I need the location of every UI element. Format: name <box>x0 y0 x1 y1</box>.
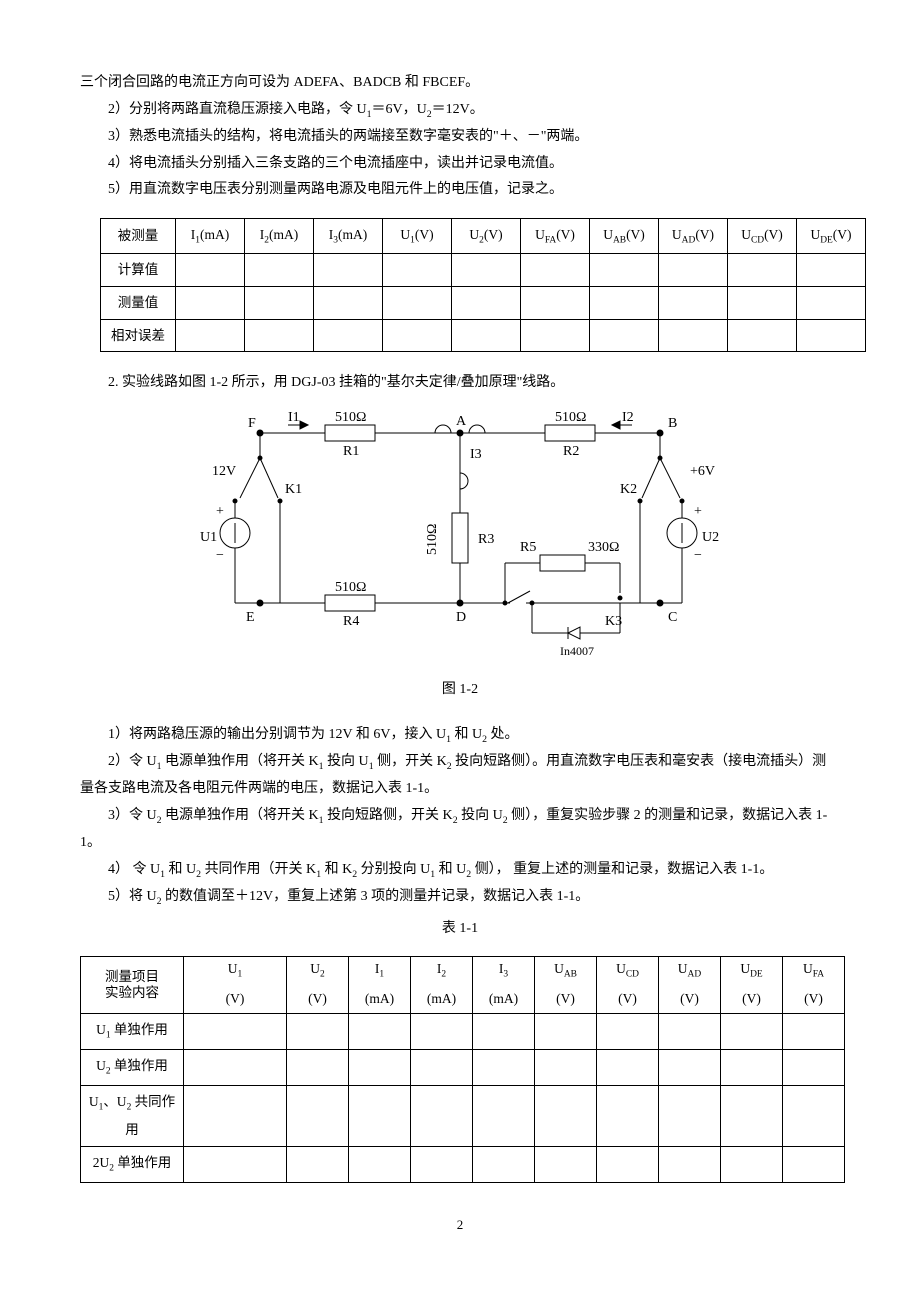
step-a5: 5）用直流数字电压表分别测量两路电源及电阻元件上的电压值，记录之。 <box>80 177 840 204</box>
table-row: (V) (V) (mA) (mA) (mA) (V) (V) (V) (V) (… <box>81 985 845 1014</box>
table-row: 被测量 I1(mA) I2(mA) I3(mA) U1(V) U2(V) UFA… <box>101 218 866 254</box>
col-unit: (V) <box>535 985 597 1014</box>
svg-text:R5: R5 <box>520 540 536 555</box>
circuit-figure: I3 <box>80 403 840 704</box>
svg-text:B: B <box>668 416 677 431</box>
svg-text:510Ω: 510Ω <box>555 410 586 425</box>
col-header: 被测量 <box>101 218 176 254</box>
table-row: 2U2 单独作用 <box>81 1146 845 1182</box>
row-label: U1、U2 共同作用 <box>81 1085 184 1146</box>
svg-text:510Ω: 510Ω <box>335 580 366 595</box>
measurement-table-1: 被测量 I1(mA) I2(mA) I3(mA) U1(V) U2(V) UFA… <box>100 218 866 353</box>
svg-text:R2: R2 <box>563 444 579 459</box>
svg-text:A: A <box>456 414 467 429</box>
svg-text:510Ω: 510Ω <box>335 410 366 425</box>
svg-text:R1: R1 <box>343 444 359 459</box>
col-header: U1(V) <box>383 218 452 254</box>
figure-caption: 图 1-2 <box>80 677 840 704</box>
svg-text:K3: K3 <box>605 614 622 629</box>
svg-text:−: − <box>694 548 702 563</box>
col-unit: (V) <box>597 985 659 1014</box>
table-row: 计算值 <box>101 254 866 287</box>
col-header: I3 <box>473 957 535 986</box>
step-a4: 4）将电流插头分别插入三条支路的三个电流插座中，读出并记录电流值。 <box>80 151 840 178</box>
intro-line: 三个闭合回路的电流正方向可设为 ADEFA、BADCB 和 FBCEF。 <box>80 70 840 97</box>
measurement-table-2: 测量项目 实验内容 U1 U2 I1 I2 I3 UAB UCD UAD UDE… <box>80 956 845 1182</box>
svg-text:I2: I2 <box>622 410 634 425</box>
svg-text:+: + <box>216 504 224 519</box>
svg-text:F: F <box>248 416 256 431</box>
col-header: UDE(V) <box>797 218 866 254</box>
col-header: UAB <box>535 957 597 986</box>
col-header: UFA <box>783 957 845 986</box>
svg-text:K2: K2 <box>620 482 637 497</box>
step-a3: 3）熟悉电流插头的结构，将电流插头的两端接至数字毫安表的"＋、－"两端。 <box>80 124 840 151</box>
col-unit: (V) <box>659 985 721 1014</box>
svg-text:−: − <box>216 548 224 563</box>
svg-text:U2: U2 <box>702 530 719 545</box>
row-label: 计算值 <box>101 254 176 287</box>
col-unit: (V) <box>184 985 287 1014</box>
step-b1: 1）将两路稳压源的输出分别调节为 12V 和 6V，接入 U1 和 U2 处。 <box>80 722 840 749</box>
svg-text:12V: 12V <box>212 464 236 479</box>
svg-text:I3: I3 <box>470 447 482 462</box>
table-row: U1 单独作用 <box>81 1014 845 1050</box>
col-header: UAB(V) <box>590 218 659 254</box>
svg-text:C: C <box>668 610 677 625</box>
col-header: UCD <box>597 957 659 986</box>
col-header: U2(V) <box>452 218 521 254</box>
col-header: I1(mA) <box>176 218 245 254</box>
table-row: 测量项目 实验内容 U1 U2 I1 I2 I3 UAB UCD UAD UDE… <box>81 957 845 986</box>
table-row: U2 单独作用 <box>81 1049 845 1085</box>
svg-text:R3: R3 <box>478 532 494 547</box>
row-label: U2 单独作用 <box>81 1049 184 1085</box>
col-unit: (mA) <box>411 985 473 1014</box>
row-label: U1 单独作用 <box>81 1014 184 1050</box>
col-header: I2 <box>411 957 473 986</box>
svg-text:In4007: In4007 <box>560 644 594 658</box>
col-header: UAD(V) <box>659 218 728 254</box>
row-label: 测量值 <box>101 287 176 320</box>
svg-text:330Ω: 330Ω <box>588 540 619 555</box>
col-header: I1 <box>349 957 411 986</box>
svg-text:+: + <box>694 504 702 519</box>
col-unit: (V) <box>783 985 845 1014</box>
row-label: 2U2 单独作用 <box>81 1146 184 1182</box>
table2-caption: 表 1-1 <box>80 916 840 943</box>
table-row: 相对误差 <box>101 319 866 352</box>
col-header: U1 <box>184 957 287 986</box>
col-header: UFA(V) <box>521 218 590 254</box>
step-b4: 4） 令 U1 和 U2 共同作用（开关 K1 和 K2 分别投向 U1 和 U… <box>80 857 840 884</box>
step-b2: 2）令 U1 电源单独作用（将开关 K1 投向 U1 侧，开关 K2 投向短路侧… <box>80 749 840 803</box>
svg-text:+6V: +6V <box>690 464 715 479</box>
svg-text:I1: I1 <box>288 410 300 425</box>
step-b3: 3）令 U2 电源单独作用（将开关 K1 投向短路侧，开关 K2 投向 U2 侧… <box>80 803 840 857</box>
col-header: U2 <box>287 957 349 986</box>
svg-text:510Ω: 510Ω <box>425 524 440 555</box>
col-unit: (V) <box>287 985 349 1014</box>
col-header: UCD(V) <box>728 218 797 254</box>
svg-text:U1: U1 <box>200 530 217 545</box>
step-b5: 5）将 U2 的数值调至＋12V，重复上述第 3 项的测量并记录，数据记入表 1… <box>80 884 840 911</box>
col-header: I2(mA) <box>245 218 314 254</box>
table-row: U1、U2 共同作用 <box>81 1085 845 1146</box>
svg-text:E: E <box>246 610 255 625</box>
col-header: UAD <box>659 957 721 986</box>
step-a2: 2）分别将两路直流稳压源接入电路，令 U1＝6V，U2＝12V。 <box>80 97 840 124</box>
svg-text:R4: R4 <box>343 614 359 629</box>
svg-text:D: D <box>456 610 466 625</box>
col-header: 测量项目 实验内容 <box>81 957 184 1014</box>
part2-intro: 2. 实验线路如图 1-2 所示，用 DGJ-03 挂箱的"基尔夫定律/叠加原理… <box>80 370 840 397</box>
row-label: 相对误差 <box>101 319 176 352</box>
col-header: I3(mA) <box>314 218 383 254</box>
svg-text:K1: K1 <box>285 482 302 497</box>
col-unit: (mA) <box>349 985 411 1014</box>
page-number: 2 <box>80 1213 840 1238</box>
col-header: UDE <box>721 957 783 986</box>
table-row: 测量值 <box>101 287 866 320</box>
col-unit: (mA) <box>473 985 535 1014</box>
col-unit: (V) <box>721 985 783 1014</box>
